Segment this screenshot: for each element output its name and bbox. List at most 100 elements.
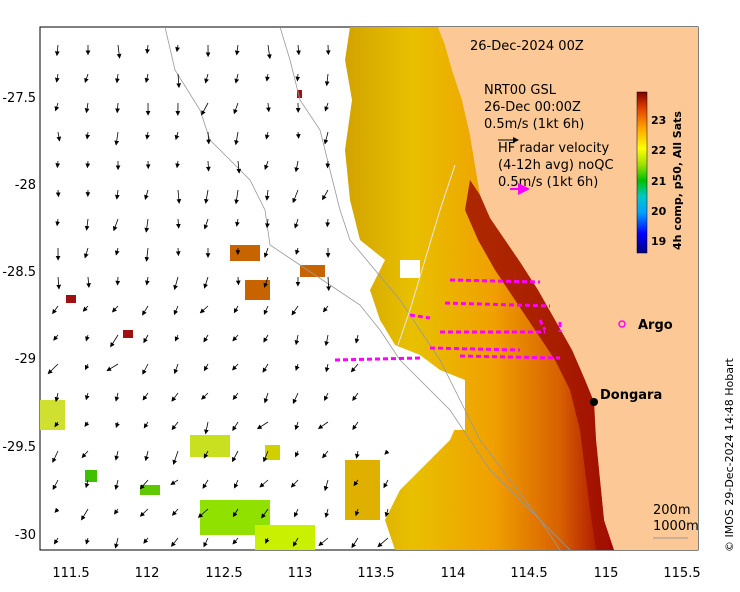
velocity-arrow: [81, 508, 89, 521]
radar-scale: 0.5m/s (1kt 6h): [498, 175, 598, 190]
velocity-arrow: [82, 305, 89, 312]
velocity-arrow: [144, 247, 150, 262]
velocity-arrow: [262, 363, 269, 373]
sst-patch: [345, 460, 380, 520]
velocity-arrow: [234, 44, 240, 56]
colorbar-tick: 20: [651, 205, 667, 218]
velocity-arrow: [350, 363, 359, 373]
land-mass: [438, 27, 698, 550]
velocity-arrow: [171, 392, 179, 402]
velocity-arrow: [175, 44, 180, 53]
y-axis: -27.5 -28 -28.5 -29 -29.5 -30: [2, 91, 36, 543]
contour-1000m: [164, 27, 571, 550]
credit: © IMOS 29-Dec-2024 14:48 Hobart: [723, 357, 736, 552]
velocity-arrow: [144, 450, 149, 462]
velocity-arrow: [266, 44, 272, 60]
velocity-arrow: [294, 363, 300, 371]
velocity-arrow: [84, 102, 90, 114]
velocity-arrow: [295, 73, 301, 82]
velocity-arrow: [325, 218, 331, 228]
velocity-arrow: [233, 479, 239, 489]
velocity-arrow: [203, 363, 209, 372]
radar-label: HF radar velocity: [498, 141, 610, 156]
velocity-arrow: [352, 421, 359, 431]
colorbar-tick: 22: [651, 144, 666, 157]
velocity-arrow: [354, 450, 360, 459]
island-gap: [400, 260, 420, 278]
velocity-arrow: [83, 247, 89, 259]
velocity-arrow: [264, 131, 270, 140]
velocity-arrow: [143, 421, 149, 429]
y-tick: -30: [15, 528, 36, 543]
velocity-arrow: [263, 334, 269, 343]
velocity-arrow: [383, 479, 389, 489]
velocity-arrow: [114, 450, 120, 461]
velocity-arrow: [263, 392, 269, 404]
velocity-arrow: [203, 450, 209, 459]
velocity-arrow: [265, 218, 270, 229]
velocity-arrow: [174, 131, 180, 141]
sst-patch: [255, 525, 315, 550]
velocity-arrow: [384, 449, 390, 455]
velocity-arrow: [324, 363, 330, 373]
velocity-arrow: [263, 276, 269, 288]
velocity-arrow: [144, 218, 150, 233]
x-axis: 111.5 112 112.5 113 113.5 114 114.5 115 …: [52, 566, 700, 581]
velocity-arrow: [234, 73, 240, 84]
x-tick: 115: [594, 566, 619, 581]
sst-patch: [297, 90, 302, 98]
velocity-arrow: [232, 450, 239, 463]
velocity-arrow: [384, 508, 390, 518]
velocity-arrow: [139, 479, 149, 490]
velocity-arrow: [144, 73, 150, 83]
velocity-arrow: [324, 334, 330, 347]
velocity-arrow: [352, 392, 359, 402]
velocity-arrow: [114, 392, 120, 402]
velocity-arrow: [232, 392, 239, 401]
velocity-arrow: [145, 131, 150, 140]
velocity-arrow: [175, 160, 180, 169]
velocity-arrow: [144, 189, 149, 200]
velocity-arrow: [53, 537, 59, 545]
velocity-arrow: [318, 537, 329, 547]
sst-patch: [265, 445, 280, 460]
model-scale: 0.5m/s (1kt 6h): [484, 117, 584, 132]
velocity-arrow: [203, 537, 209, 548]
velocity-arrow: [263, 247, 269, 258]
x-tick: 114.5: [510, 566, 547, 581]
velocity-arrow: [317, 421, 329, 430]
x-tick: 113: [288, 566, 313, 581]
sst-patch: [140, 485, 160, 495]
colorbar: [636, 91, 648, 254]
depth-200-label: 200m: [653, 503, 690, 518]
velocity-arrow: [236, 160, 242, 174]
velocity-arrow: [262, 450, 269, 463]
velocity-arrow: [54, 392, 60, 402]
velocity-arrow: [86, 276, 91, 288]
velocity-arrow: [144, 276, 150, 286]
velocity-arrow: [85, 131, 91, 140]
y-tick: -29.5: [2, 440, 36, 455]
map-title: 26-Dec-2024 00Z: [470, 39, 584, 54]
colorbar-title: 4h comp, p50, All Sats: [671, 111, 684, 250]
velocity-arrow: [84, 479, 90, 489]
sst-patch: [190, 435, 230, 457]
dongara-label: Dongara: [600, 388, 662, 403]
y-tick: -27.5: [2, 91, 36, 106]
velocity-arrow: [54, 421, 60, 428]
island-gap: [420, 385, 465, 430]
model-time: 26-Dec 00:00Z: [484, 100, 581, 115]
velocity-arrow: [114, 537, 119, 549]
velocity-arrow: [265, 537, 270, 544]
velocity-arrow: [351, 537, 359, 549]
velocity-arrow: [203, 218, 209, 230]
velocity-arrow: [324, 508, 330, 518]
radar-vectors: [334, 278, 562, 362]
velocity-arrow: [259, 479, 269, 488]
velocity-arrow: [263, 305, 269, 315]
velocity-arrow: [256, 421, 269, 430]
sst-patch: [40, 400, 65, 430]
x-tick: 113.5: [357, 566, 394, 581]
velocity-arrow: [264, 189, 270, 201]
x-tick: 111.5: [52, 566, 89, 581]
